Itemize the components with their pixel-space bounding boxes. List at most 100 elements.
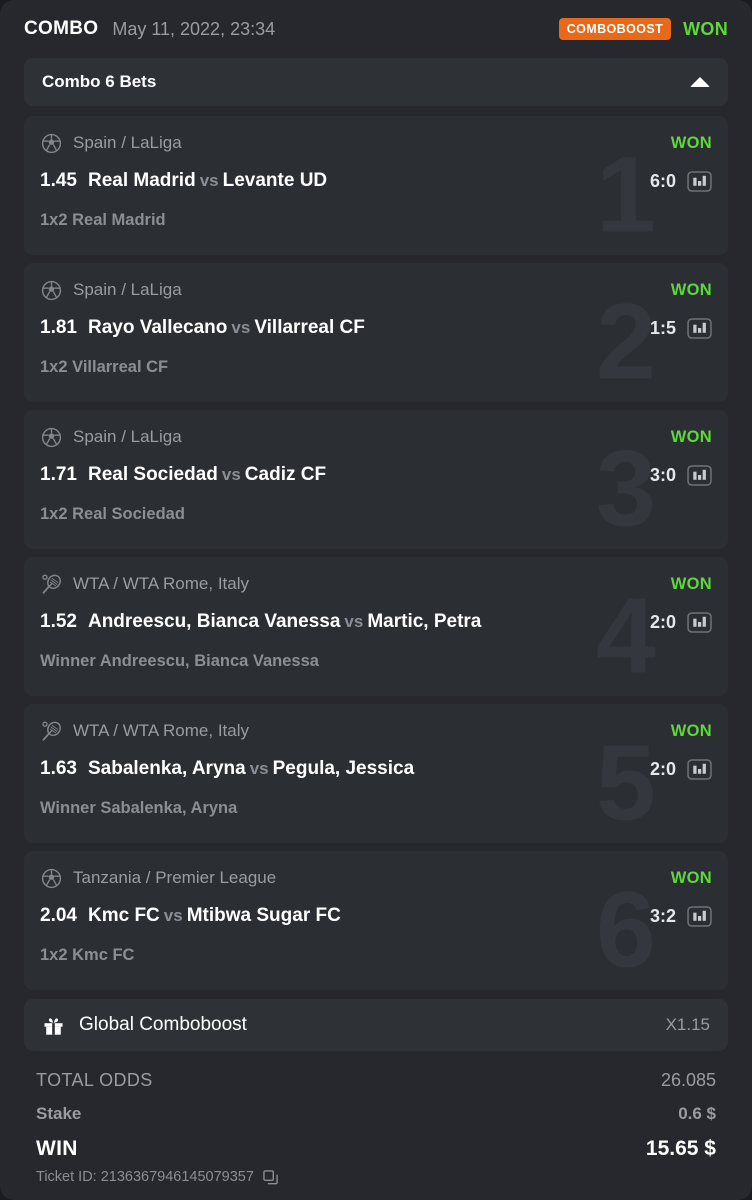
away-team: Martic, Petra <box>367 611 482 632</box>
stats-bars-icon[interactable] <box>687 317 712 339</box>
bet-row[interactable]: 6 Tanzania / Premier League WON 2.04 Kmc… <box>24 851 728 990</box>
boost-multiplier: X1.15 <box>665 1015 710 1034</box>
league-name: Spain / LaLiga <box>73 280 182 299</box>
soccer-ball-icon <box>41 427 62 447</box>
league-name: Spain / LaLiga <box>73 427 182 446</box>
vs-separator: vs <box>199 171 219 190</box>
global-comboboost-row[interactable]: Global Comboboost X1.15 <box>24 999 728 1051</box>
away-team: Mtibwa Sugar FC <box>186 905 341 926</box>
bet-status: WON <box>670 133 712 152</box>
bet-teams: Andreescu, Bianca Vanessa vs Martic, Petra <box>88 611 481 633</box>
bet-odd: 1.81 <box>40 317 77 338</box>
header-status-group: COMBOBOOST WON <box>558 18 728 40</box>
soccer-ball-icon <box>41 280 62 300</box>
stats-bars-icon[interactable] <box>687 611 712 633</box>
match-score: 6:0 <box>649 170 676 191</box>
stats-bars-icon[interactable] <box>687 464 712 486</box>
win-label: WIN <box>36 1137 78 1160</box>
bet-market: 1x2 Villarreal CF <box>40 358 169 376</box>
bet-row[interactable]: 2 Spain / LaLiga WON 1.81 Rayo Vallecano… <box>24 263 728 402</box>
total-odds-value: 26.085 <box>660 1069 716 1090</box>
home-team: Real Sociedad <box>87 464 218 485</box>
bet-teams: Kmc FC vs Mtibwa Sugar FC <box>88 905 341 927</box>
score-group: 2:0 <box>650 612 712 633</box>
bet-status: WON <box>670 868 712 887</box>
triangle-up-icon[interactable] <box>690 77 710 87</box>
ticket-id-text: Ticket ID: 2136367946145079357 <box>36 1169 254 1185</box>
bet-market: Winner Sabalenka, Aryna <box>40 799 238 817</box>
bet-market: Winner Andreescu, Bianca Vanessa <box>40 652 319 670</box>
bet-row-main: 1.52 Andreescu, Bianca Vanessa vs Martic, … <box>40 608 712 636</box>
bet-row[interactable]: 3 Spain / LaLiga WON 1.71 Real Sociedad v… <box>24 410 728 549</box>
match-score: 3:2 <box>649 905 676 926</box>
bet-status: WON <box>670 427 712 446</box>
win-row: WIN 15.65 $ <box>36 1131 716 1167</box>
away-team: Cadiz CF <box>244 464 327 485</box>
bet-row[interactable]: 4 WTA / WTA Rome, Italy WON 1.52 Andrees… <box>24 557 728 696</box>
home-team: Andreescu, Bianca Vanessa <box>87 611 341 632</box>
ticket-header: COMBO May 11, 2022, 23:34 COMBOBOOST WON <box>24 0 728 52</box>
away-team: Villarreal CF <box>254 317 365 338</box>
bet-timestamp: May 11, 2022, 23:34 <box>112 18 276 39</box>
match-score: 3:0 <box>649 464 676 485</box>
away-team: Pegula, Jessica <box>272 758 415 779</box>
win-value: 15.65 $ <box>645 1137 716 1160</box>
copy-icon[interactable] <box>263 1169 278 1185</box>
total-odds-label: TOTAL ODDS <box>36 1069 153 1090</box>
score-group: 2:0 <box>650 759 712 780</box>
bet-odd: 1.45 <box>40 170 77 191</box>
match-score: 2:0 <box>649 611 676 632</box>
away-team: Levante UD <box>222 170 328 191</box>
tennis-racket-icon <box>42 574 61 594</box>
bet-list: 1 Spain / LaLiga WON 1.45 Real Madrid vs L… <box>24 116 728 990</box>
score-group: 3:0 <box>650 465 712 486</box>
vs-separator: vs <box>249 759 269 778</box>
bet-market: 1x2 Real Madrid <box>40 211 166 229</box>
bet-status: WON <box>670 574 712 593</box>
stats-bars-icon[interactable] <box>687 170 712 192</box>
bet-row[interactable]: 5 WTA / WTA Rome, Italy WON 1.63 Sabalen… <box>24 704 728 843</box>
bet-row-header: Spain / LaLiga WON <box>40 275 712 305</box>
ticket-status-badge: WON <box>683 18 728 39</box>
comboboost-badge: COMBOBOOST <box>558 18 672 40</box>
bet-odd: 1.63 <box>40 758 77 779</box>
league-name: Tanzania / Premier League <box>73 868 277 887</box>
soccer-ball-icon <box>41 133 62 153</box>
ticket-id-row: Ticket ID: 2136367946145079357 <box>36 1169 716 1185</box>
bet-row[interactable]: 1 Spain / LaLiga WON 1.45 Real Madrid vs L… <box>24 116 728 255</box>
combo-collapse-bar[interactable]: Combo 6 Bets <box>24 58 728 106</box>
home-team: Real Madrid <box>87 170 196 191</box>
total-odds-row: TOTAL ODDS 26.085 <box>36 1063 716 1097</box>
bet-type-label: COMBO <box>24 18 99 39</box>
bet-teams: Real Madrid vs Levante UD <box>88 170 327 192</box>
bet-row-header: WTA / WTA Rome, Italy WON <box>40 569 712 599</box>
stake-label: Stake <box>36 1104 82 1123</box>
bet-odd: 2.04 <box>40 905 77 926</box>
bet-market: 1x2 Kmc FC <box>40 946 135 964</box>
stats-bars-icon[interactable] <box>687 758 712 780</box>
bet-status: WON <box>670 280 712 299</box>
stake-row: Stake 0.6 $ <box>36 1097 716 1131</box>
vs-separator: vs <box>221 465 241 484</box>
boost-label: Global Comboboost <box>79 1014 247 1035</box>
bet-row-header: WTA / WTA Rome, Italy WON <box>40 716 712 746</box>
bet-row-header: Spain / LaLiga WON <box>40 422 712 452</box>
bet-row-main: 1.63 Sabalenka, Aryna vs Pegula, Jessica 2… <box>40 755 712 783</box>
home-team: Sabalenka, Aryna <box>87 758 246 779</box>
home-team: Rayo Vallecano <box>87 317 228 338</box>
match-score: 2:0 <box>649 758 676 779</box>
combo-bar-title: Combo 6 Bets <box>42 72 157 91</box>
vs-separator: vs <box>231 318 251 337</box>
bet-teams: Real Sociedad vs Cadiz CF <box>88 464 326 486</box>
league-name: WTA / WTA Rome, Italy <box>73 574 250 593</box>
vs-separator: vs <box>163 906 183 925</box>
league-name: WTA / WTA Rome, Italy <box>73 721 250 740</box>
bet-row-main: 1.71 Real Sociedad vs Cadiz CF 3:0 <box>40 461 712 489</box>
bet-row-header: Tanzania / Premier League WON <box>40 863 712 893</box>
bet-row-header: Spain / LaLiga WON <box>40 128 712 158</box>
bet-teams: Sabalenka, Aryna vs Pegula, Jessica <box>88 758 414 780</box>
bet-row-main: 2.04 Kmc FC vs Mtibwa Sugar FC 3:2 <box>40 902 712 930</box>
stats-bars-icon[interactable] <box>687 905 712 927</box>
score-group: 6:0 <box>650 171 712 192</box>
